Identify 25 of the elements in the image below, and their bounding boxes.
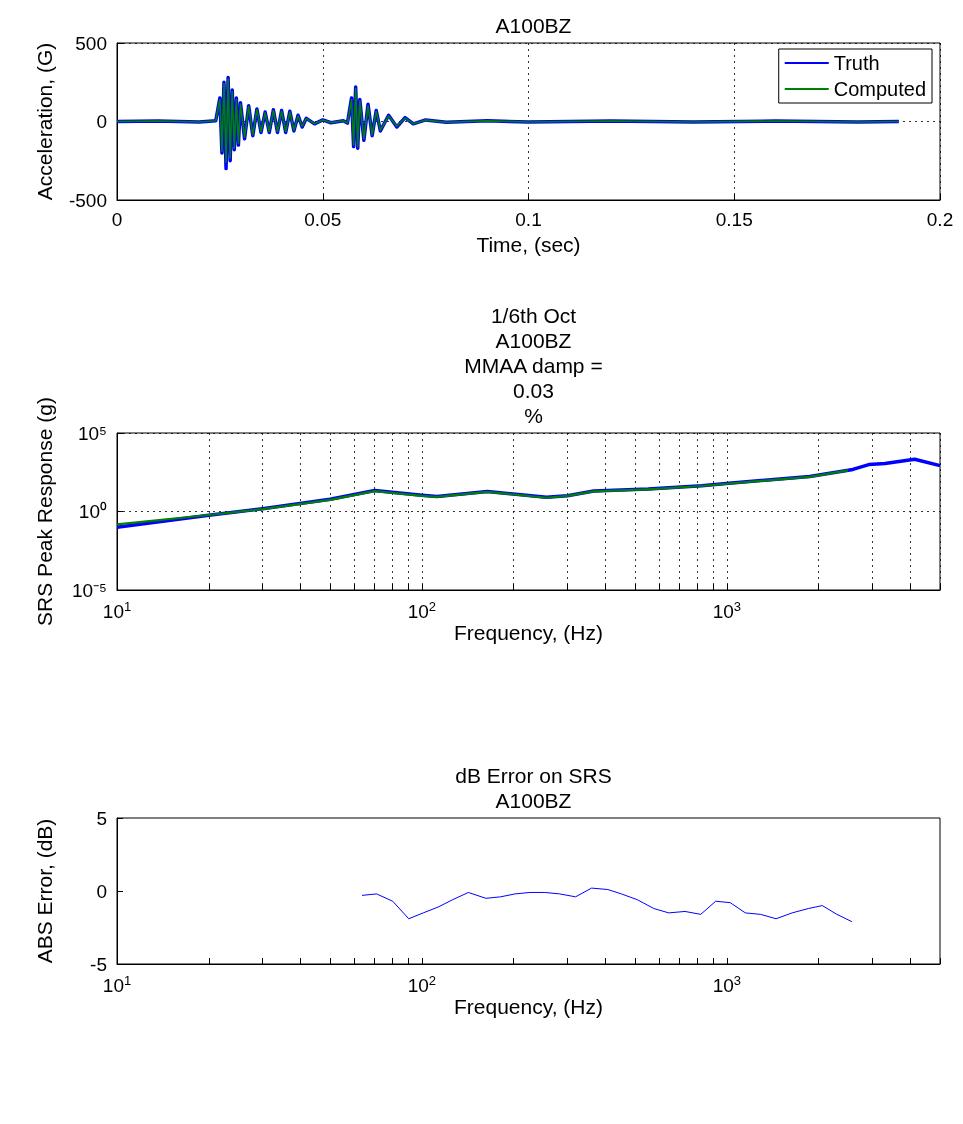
y-tick-label: -500 (68, 189, 107, 211)
y-tick-label: 0 (96, 111, 107, 132)
y-axis-title: SRS Peak Response (g) (33, 397, 56, 626)
x-tick-label: 0 (111, 209, 123, 230)
y-tick-label: 10⁵ (77, 422, 107, 444)
y-axis-title: Acceleration, (G) (33, 42, 56, 201)
x-tick-label: 0.05 (304, 209, 342, 230)
chart-title: 1/6th Oct A100BZ MMAA damp = 0.03 % (464, 304, 603, 427)
x-axis-title: Frequency, (Hz) (454, 621, 603, 644)
y-tick-label: 0 (96, 880, 107, 902)
chart-title: dB Error on SRS A100BZ (455, 764, 612, 812)
y-axis-title: ABS Error, (dB) (33, 818, 56, 964)
chart-title: A100BZ (495, 14, 572, 37)
y-tick-label: 10⁻⁵ (71, 579, 107, 601)
y-tick-label: 500 (75, 32, 107, 54)
y-tick-label: 5 (96, 807, 107, 829)
x-axis-title: Frequency, (Hz) (454, 995, 603, 1018)
x-tick-label: 0.1 (515, 209, 542, 230)
legend-label: Computed (833, 78, 927, 100)
y-tick-label: -5 (90, 953, 107, 975)
x-tick-label: 0.15 (715, 209, 753, 230)
y-tick-label: 10⁰ (78, 501, 107, 522)
x-tick-label: 0.2 (926, 209, 954, 230)
x-axis-title: Time, (sec) (476, 232, 581, 256)
legend-label: Truth (833, 52, 880, 74)
